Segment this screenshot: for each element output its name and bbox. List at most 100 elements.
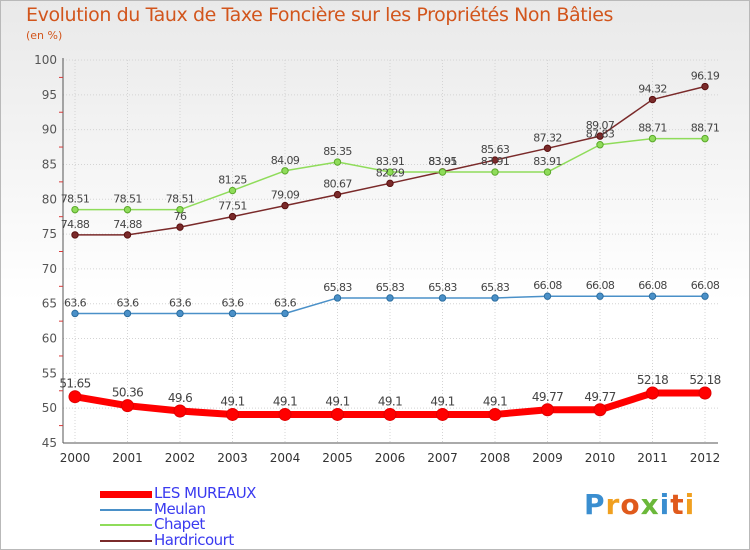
x-tick-label: 2007: [427, 451, 458, 465]
data-label: 63.6: [221, 296, 244, 309]
data-label: 63.6: [169, 296, 192, 309]
data-label: 63.6: [274, 296, 297, 309]
data-point: [596, 132, 604, 140]
data-label: 52.18: [689, 373, 720, 387]
data-label: 82.29: [376, 166, 405, 179]
data-point: [543, 144, 552, 152]
data-label: 83.91: [533, 155, 562, 168]
y-tick-label: 55: [42, 366, 57, 380]
data-point: [593, 403, 607, 417]
data-point: [333, 190, 342, 199]
data-point: [176, 205, 184, 214]
logo-letter: t: [670, 488, 685, 521]
x-tick-label: 2009: [532, 451, 563, 465]
legend-swatch: [100, 524, 152, 526]
legend-label: Hardricourt: [154, 531, 234, 549]
data-point: [226, 407, 239, 421]
data-point: [176, 309, 184, 318]
x-tick-label: 2003: [217, 451, 248, 465]
data-point: [123, 205, 132, 214]
data-label: 96.19: [691, 70, 720, 83]
data-label: 85.63: [481, 143, 510, 156]
data-point: [281, 167, 289, 175]
legend-swatch: [100, 491, 152, 498]
data-label: 78.51: [166, 193, 195, 206]
legend-swatch: [100, 540, 152, 542]
data-point: [383, 407, 397, 421]
data-label: 94.32: [638, 83, 667, 96]
data-point: [71, 205, 79, 214]
data-point: [596, 292, 604, 300]
legend-label: Meulan: [154, 500, 206, 518]
data-point: [386, 168, 394, 176]
data-point: [123, 231, 132, 239]
data-point: [281, 309, 289, 318]
data-label: 83.95: [428, 155, 457, 168]
data-label: 49.77: [584, 390, 615, 404]
x-tick-label: 2001: [112, 451, 143, 465]
data-label: 49.1: [430, 394, 454, 408]
data-label: 66.08: [638, 279, 667, 292]
data-point: [438, 294, 447, 302]
logo-letter: i: [659, 488, 671, 521]
x-tick-label: 2004: [270, 451, 301, 465]
data-point: [176, 223, 184, 231]
data-point: [646, 386, 659, 400]
data-point: [121, 399, 134, 413]
data-label: 50.36: [112, 386, 143, 400]
series-group: [68, 82, 712, 421]
data-label: 83.91: [481, 155, 510, 168]
data-label: 78.51: [61, 193, 90, 206]
logo-letter: x: [640, 488, 660, 521]
data-label: 77.51: [218, 200, 247, 213]
data-label: 49.1: [325, 394, 349, 408]
data-point: [701, 82, 709, 91]
data-point: [333, 158, 342, 166]
data-label: 52.18: [637, 373, 668, 387]
data-label: 74.88: [61, 218, 90, 231]
data-point: [71, 231, 79, 239]
y-tick-label: 50: [42, 401, 57, 415]
data-label: 51.65: [59, 377, 90, 391]
data-label: 49.1: [273, 394, 297, 408]
legend-label: Chapet: [154, 515, 205, 533]
data-label: 85.35: [323, 145, 352, 158]
data-label: 81.25: [218, 174, 247, 187]
data-point: [331, 407, 344, 421]
data-point: [71, 309, 79, 318]
data-label: 80.67: [323, 178, 352, 191]
data-label: 89.07: [586, 119, 615, 132]
unit-label: (en %): [26, 29, 63, 42]
data-point: [228, 309, 237, 318]
y-tick-label: 80: [42, 192, 57, 206]
grid: [63, 59, 718, 443]
y-tick-label: 65: [42, 297, 57, 311]
y-tick-label: 85: [42, 157, 57, 171]
data-label: 49.6: [168, 391, 192, 405]
legend-swatch: [100, 509, 152, 511]
data-label: 49.77: [532, 390, 563, 404]
data-label: 66.08: [586, 279, 615, 292]
logo-letter: r: [605, 488, 621, 521]
x-tick-label: 2000: [60, 451, 91, 465]
data-point: [596, 141, 604, 149]
data-point: [386, 294, 394, 302]
data-point: [543, 292, 552, 300]
data-label: 83.91: [376, 155, 405, 168]
x-tick-label: 2011: [637, 451, 668, 465]
data-label: 79.09: [271, 189, 300, 202]
x-tick-label: 2010: [585, 451, 616, 465]
data-point: [491, 156, 499, 164]
x-tick-label: 2008: [480, 451, 511, 465]
data-point: [438, 168, 447, 176]
data-label: 65.83: [323, 281, 352, 294]
x-tick-label: 2012: [690, 451, 721, 465]
y-tick-label: 45: [42, 436, 57, 450]
data-point: [228, 212, 237, 221]
data-point: [123, 309, 132, 318]
data-point: [648, 95, 657, 104]
data-point: [541, 403, 554, 417]
y-tick-label: 95: [42, 88, 57, 102]
axes: 45 50 55 60 65 70 75 80 85 90 95 100 2000 2001 2002 200…: [34, 53, 720, 465]
